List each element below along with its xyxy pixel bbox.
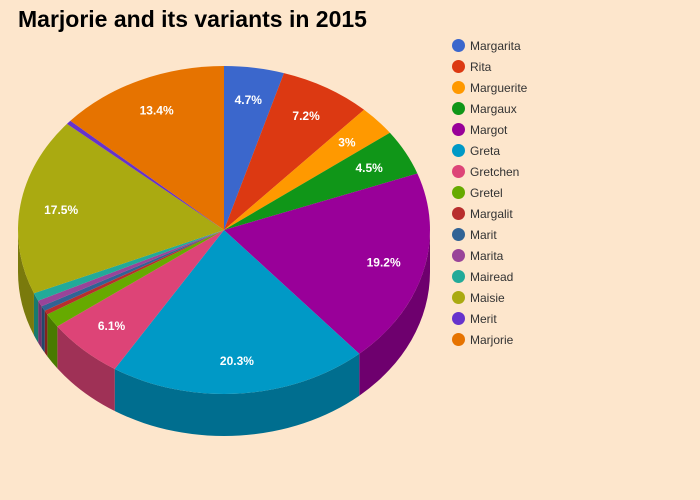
legend-item-marjorie[interactable]: Marjorie — [452, 329, 527, 350]
legend: Margarita Rita Marguerite Margaux Margot Gret… — [452, 35, 527, 350]
pie-slice-marita — [38, 230, 225, 307]
pie-slice-marguerite — [224, 109, 390, 230]
legend-label: Marita — [470, 248, 504, 263]
chart-title: Marjorie and its variants in 2015 — [18, 6, 367, 32]
legend-label: Rita — [470, 59, 492, 74]
legend-item-rita[interactable]: Rita — [452, 56, 527, 77]
legend-swatch — [452, 60, 465, 73]
slice-label-margot: 19.2% — [367, 256, 401, 270]
pie-slice-margalit — [44, 230, 225, 315]
pie-side-margot — [359, 230, 430, 396]
pie-top-layer — [17, 66, 430, 394]
pie-slice-rita — [224, 73, 365, 231]
pie-slice-margaux — [224, 132, 418, 230]
pie-side-gretel — [47, 314, 58, 369]
legend-item-merit[interactable]: Merit — [452, 308, 527, 329]
legend-label: Marjorie — [470, 332, 514, 347]
legend-label: Merit — [470, 311, 497, 326]
pie-side-layer — [18, 230, 430, 436]
legend-swatch — [452, 123, 465, 136]
legend-label: Gretel — [470, 185, 503, 200]
legend-item-margalit[interactable]: Margalit — [452, 203, 527, 224]
pie-slice-gretel — [47, 230, 224, 327]
slice-label-gretchen: 6.1% — [98, 319, 126, 333]
legend-swatch — [452, 144, 465, 157]
legend-item-marita[interactable]: Marita — [452, 245, 527, 266]
pie-slice-margarita — [224, 66, 284, 230]
legend-item-gretel[interactable]: Gretel — [452, 182, 527, 203]
legend-label: Greta — [470, 143, 501, 158]
pie-side-mairead — [33, 293, 39, 343]
legend-item-marguerite[interactable]: Marguerite — [452, 77, 527, 98]
pie-slice-gretchen — [57, 230, 224, 370]
legend-swatch — [452, 333, 465, 346]
pie-slice-merit — [66, 120, 224, 230]
pie-side-gretchen — [57, 326, 115, 412]
pie-slice-marjorie — [70, 66, 224, 230]
legend-item-margarita[interactable]: Margarita — [452, 35, 527, 56]
slice-label-marguerite: 3% — [338, 136, 356, 150]
slice-label-marjorie: 13.4% — [140, 103, 174, 117]
legend-label: Marit — [470, 227, 497, 242]
pie-side-marita — [38, 300, 42, 349]
legend-item-gretchen[interactable]: Gretchen — [452, 161, 527, 182]
legend-swatch — [452, 165, 465, 178]
pie-side-greta — [114, 353, 360, 436]
legend-swatch — [452, 312, 465, 325]
legend-label: Mairead — [470, 269, 514, 284]
legend-item-mairead[interactable]: Mairead — [452, 266, 527, 287]
legend-label: Margaux — [470, 101, 517, 116]
legend-swatch — [452, 81, 465, 94]
pie-slice-mairead — [33, 230, 225, 301]
slice-label-greta: 20.3% — [220, 354, 254, 368]
legend-label: Margalit — [470, 206, 513, 221]
legend-label: Margarita — [470, 38, 521, 53]
pie-slice-margot — [224, 173, 430, 354]
legend-swatch — [452, 186, 465, 199]
slice-label-rita: 7.2% — [292, 109, 320, 123]
legend-swatch — [452, 270, 465, 283]
legend-label: Gretchen — [470, 164, 520, 179]
legend-label: Margot — [470, 122, 508, 137]
legend-item-maisie[interactable]: Maisie — [452, 287, 527, 308]
legend-label: Maisie — [470, 290, 505, 305]
legend-swatch — [452, 207, 465, 220]
legend-label: Marguerite — [470, 80, 528, 95]
legend-item-margaux[interactable]: Margaux — [452, 98, 527, 119]
slice-label-maisie: 17.5% — [44, 203, 78, 217]
legend-item-greta[interactable]: Greta — [452, 140, 527, 161]
legend-swatch — [452, 249, 465, 262]
slice-label-margaux: 4.5% — [355, 161, 383, 175]
legend-swatch — [452, 228, 465, 241]
legend-swatch — [452, 291, 465, 304]
pie-slice-marit — [41, 230, 224, 311]
pie-slice-maisie — [17, 123, 224, 294]
pie-side-maisie — [18, 230, 34, 336]
pie-side-marit — [41, 306, 45, 353]
legend-item-marit[interactable]: Marit — [452, 224, 527, 245]
pie-slice-greta — [114, 230, 360, 394]
slice-label-margarita: 4.7% — [235, 93, 263, 107]
pie-side-margalit — [44, 310, 48, 357]
legend-swatch — [452, 39, 465, 52]
legend-swatch — [452, 102, 465, 115]
pie-label-layer: 4.7% 7.2% 3% 4.5% 19.2% 20.3% 6.1% 17.5% 13.4% — [44, 93, 401, 368]
legend-item-margot[interactable]: Margot — [452, 119, 527, 140]
